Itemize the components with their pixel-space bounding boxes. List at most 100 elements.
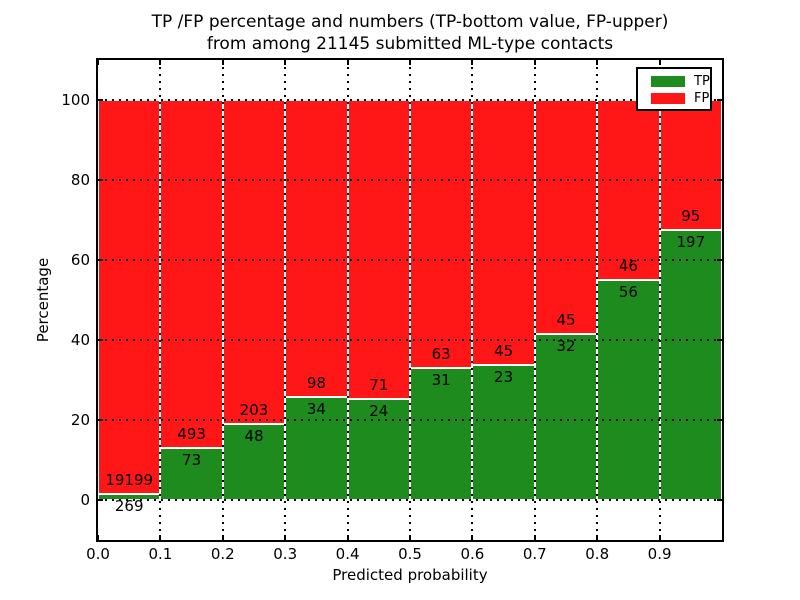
x-axis-label: Predicted probability xyxy=(332,566,488,584)
x-tick-label: 0.2 xyxy=(210,545,235,563)
gridline-vertical xyxy=(284,60,287,540)
x-tick-label: 0.3 xyxy=(273,545,298,563)
x-tick-mark xyxy=(221,60,224,65)
x-tick-mark xyxy=(533,60,536,65)
y-tick-mark xyxy=(717,259,722,261)
x-tick-mark xyxy=(471,60,474,65)
bar-label-fp: 19199 xyxy=(105,471,154,490)
x-tick-label: 0.1 xyxy=(148,545,173,563)
bar-label-fp: 45 xyxy=(494,341,514,360)
bar-segment-fp xyxy=(534,100,598,334)
bar-label-tp: 24 xyxy=(369,401,389,420)
x-tick-mark xyxy=(409,535,411,540)
x-tick-label: 0.7 xyxy=(522,545,547,563)
bar-label-fp: 63 xyxy=(431,345,451,364)
y-tick-label: 0 xyxy=(80,491,90,509)
bar-label-fp: 45 xyxy=(556,310,576,329)
x-tick-mark xyxy=(159,60,162,65)
x-tick-mark xyxy=(346,60,349,65)
legend-entry-tp: TP xyxy=(638,73,710,90)
gridline-vertical xyxy=(471,60,474,540)
bar-label-tp: 73 xyxy=(182,451,202,470)
gridline-vertical xyxy=(409,60,411,540)
y-tick-mark xyxy=(717,419,722,421)
bar-label-fp: 46 xyxy=(618,257,638,276)
x-tick-mark xyxy=(284,60,287,65)
bar-segment-fp xyxy=(347,100,410,399)
gridline-vertical xyxy=(221,60,224,540)
legend-label-tp: TP xyxy=(694,74,710,89)
chart-title-line1: TP /FP percentage and numbers (TP-bottom… xyxy=(151,12,669,32)
bar-label-fp: 203 xyxy=(239,400,269,419)
bar-segment-fp xyxy=(472,100,535,365)
bar-label-tp: 56 xyxy=(618,283,638,302)
y-tick-mark xyxy=(98,499,103,501)
bar-label-tp: 32 xyxy=(556,336,576,355)
legend-label-fp: FP xyxy=(694,91,710,106)
legend-swatch-tp-icon xyxy=(651,76,685,87)
bar-label-tp: 48 xyxy=(244,426,264,445)
x-tick-mark xyxy=(221,535,224,540)
x-tick-mark xyxy=(346,535,349,540)
bar-label-fp: 493 xyxy=(177,425,206,444)
y-tick-mark xyxy=(98,259,103,261)
y-tick-label: 100 xyxy=(61,91,90,109)
y-tick-mark xyxy=(717,499,722,501)
gridline-vertical xyxy=(658,60,661,540)
x-tick-mark xyxy=(159,535,162,540)
y-axis-label: Percentage xyxy=(34,257,52,343)
y-tick-mark xyxy=(98,99,103,101)
bar-segment-fp xyxy=(659,100,722,231)
bar-segment-fp xyxy=(410,100,473,369)
x-tick-label: 0.6 xyxy=(460,545,485,563)
x-tick-mark xyxy=(596,60,599,65)
bar-label-tp: 34 xyxy=(306,399,326,418)
y-tick-mark xyxy=(717,99,722,101)
x-tick-mark xyxy=(471,535,474,540)
bar-label-tp: 197 xyxy=(676,233,706,252)
x-tick-mark xyxy=(284,535,287,540)
y-tick-mark xyxy=(98,339,103,341)
y-tick-label: 80 xyxy=(70,171,90,189)
bar-segment-tp xyxy=(659,230,722,500)
chart-title: TP /FP percentage and numbers (TP-bottom… xyxy=(152,11,669,55)
x-tick-label: 0.5 xyxy=(398,545,422,563)
chart-title-line2: from among 21145 submitted ML-type conta… xyxy=(206,34,614,54)
x-tick-label: 0.4 xyxy=(335,545,360,563)
gridline-vertical xyxy=(346,60,349,540)
x-tick-mark xyxy=(596,535,599,540)
bar-segment-tp xyxy=(534,333,598,500)
legend: TP FP xyxy=(636,67,712,111)
legend-swatch-fp-icon xyxy=(651,93,685,104)
bar-label-tp: 23 xyxy=(494,367,514,386)
gridline-vertical xyxy=(533,60,536,540)
bar-label-tp: 31 xyxy=(431,371,451,390)
bar-label-fp: 98 xyxy=(306,373,326,392)
y-tick-label: 60 xyxy=(70,251,90,269)
x-tick-mark xyxy=(658,60,661,65)
x-tick-mark xyxy=(409,60,411,65)
x-tick-mark xyxy=(97,60,99,65)
bar-segment-fp xyxy=(222,100,286,424)
x-tick-mark xyxy=(533,535,536,540)
y-tick-mark xyxy=(717,339,722,341)
bar-label-fp: 95 xyxy=(681,207,701,226)
bar-label-fp: 71 xyxy=(369,375,389,394)
legend-entry-fp: FP xyxy=(638,90,710,107)
y-tick-label: 40 xyxy=(70,331,90,349)
x-tick-label: 0.9 xyxy=(647,545,672,563)
bar-label-tp: 269 xyxy=(114,497,144,516)
x-tick-mark xyxy=(658,535,661,540)
y-tick-mark xyxy=(98,179,103,181)
y-tick-mark xyxy=(717,179,722,181)
y-tick-label: 20 xyxy=(70,411,90,429)
bar-segment-fp xyxy=(160,100,223,449)
bar-segment-tp xyxy=(472,364,535,500)
gridline-vertical xyxy=(159,60,162,540)
x-tick-mark xyxy=(97,535,99,540)
gridline-vertical xyxy=(596,60,599,540)
bar-segment-fp xyxy=(98,100,161,495)
bar-segment-fp xyxy=(597,100,660,281)
x-tick-label: 0.0 xyxy=(86,545,110,563)
